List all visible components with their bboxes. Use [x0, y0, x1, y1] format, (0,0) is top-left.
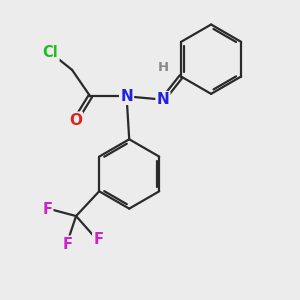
Text: F: F: [42, 202, 52, 217]
Text: O: O: [69, 112, 82, 128]
Text: F: F: [63, 237, 73, 252]
Text: N: N: [120, 89, 133, 104]
Text: Cl: Cl: [43, 45, 58, 60]
Text: H: H: [157, 61, 169, 74]
Text: F: F: [93, 232, 103, 247]
Text: N: N: [157, 92, 169, 107]
